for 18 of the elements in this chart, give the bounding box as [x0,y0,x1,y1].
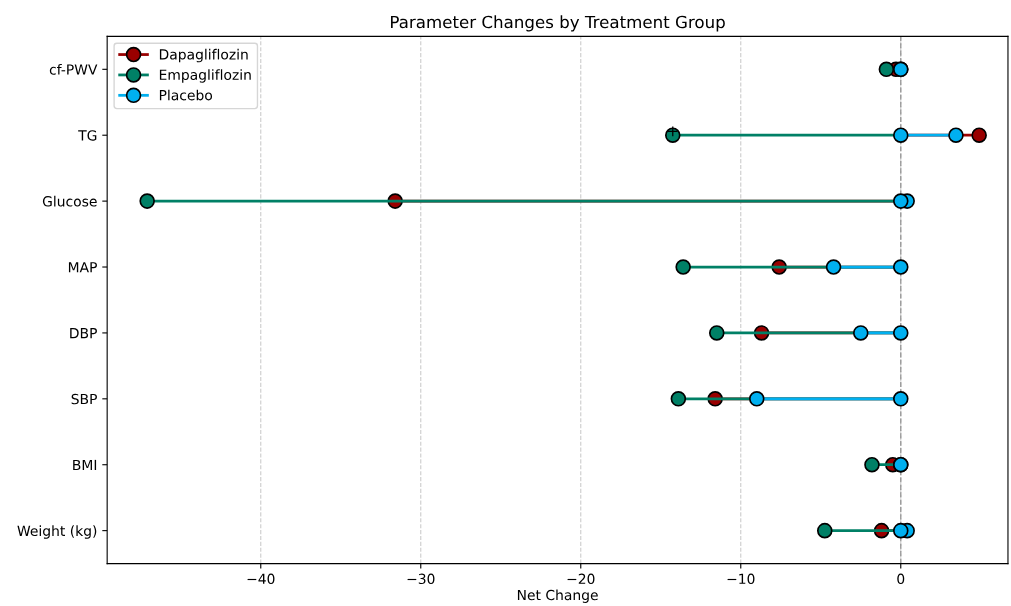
chart-title: Parameter Changes by Treatment Group [391,15,725,32]
y-tick-label: DBP [70,328,97,339]
y-tick-label: MAP [68,262,97,273]
x-tick-label: 0 [897,573,905,585]
y-tick-label: BMI [73,459,97,470]
x-tick-label: −40 [247,573,275,585]
y-tick-label: Glucose [42,195,97,207]
x-tick-label: −20 [567,573,595,585]
y-tick-label: Weight (kg) [17,525,97,539]
legend-label: Empagliflozin [159,69,251,83]
legend-label: Dapagliflozin [159,48,248,63]
y-tick-label: SBP [71,393,97,405]
y-tick-label: cf-PWV [49,64,98,75]
legend-label: Placebo [159,89,213,101]
y-tick-label: TG [78,130,97,141]
x-tick-label: −30 [407,573,435,585]
x-tick-label: −10 [727,573,755,585]
x-axis-title: Net Change [517,589,598,603]
